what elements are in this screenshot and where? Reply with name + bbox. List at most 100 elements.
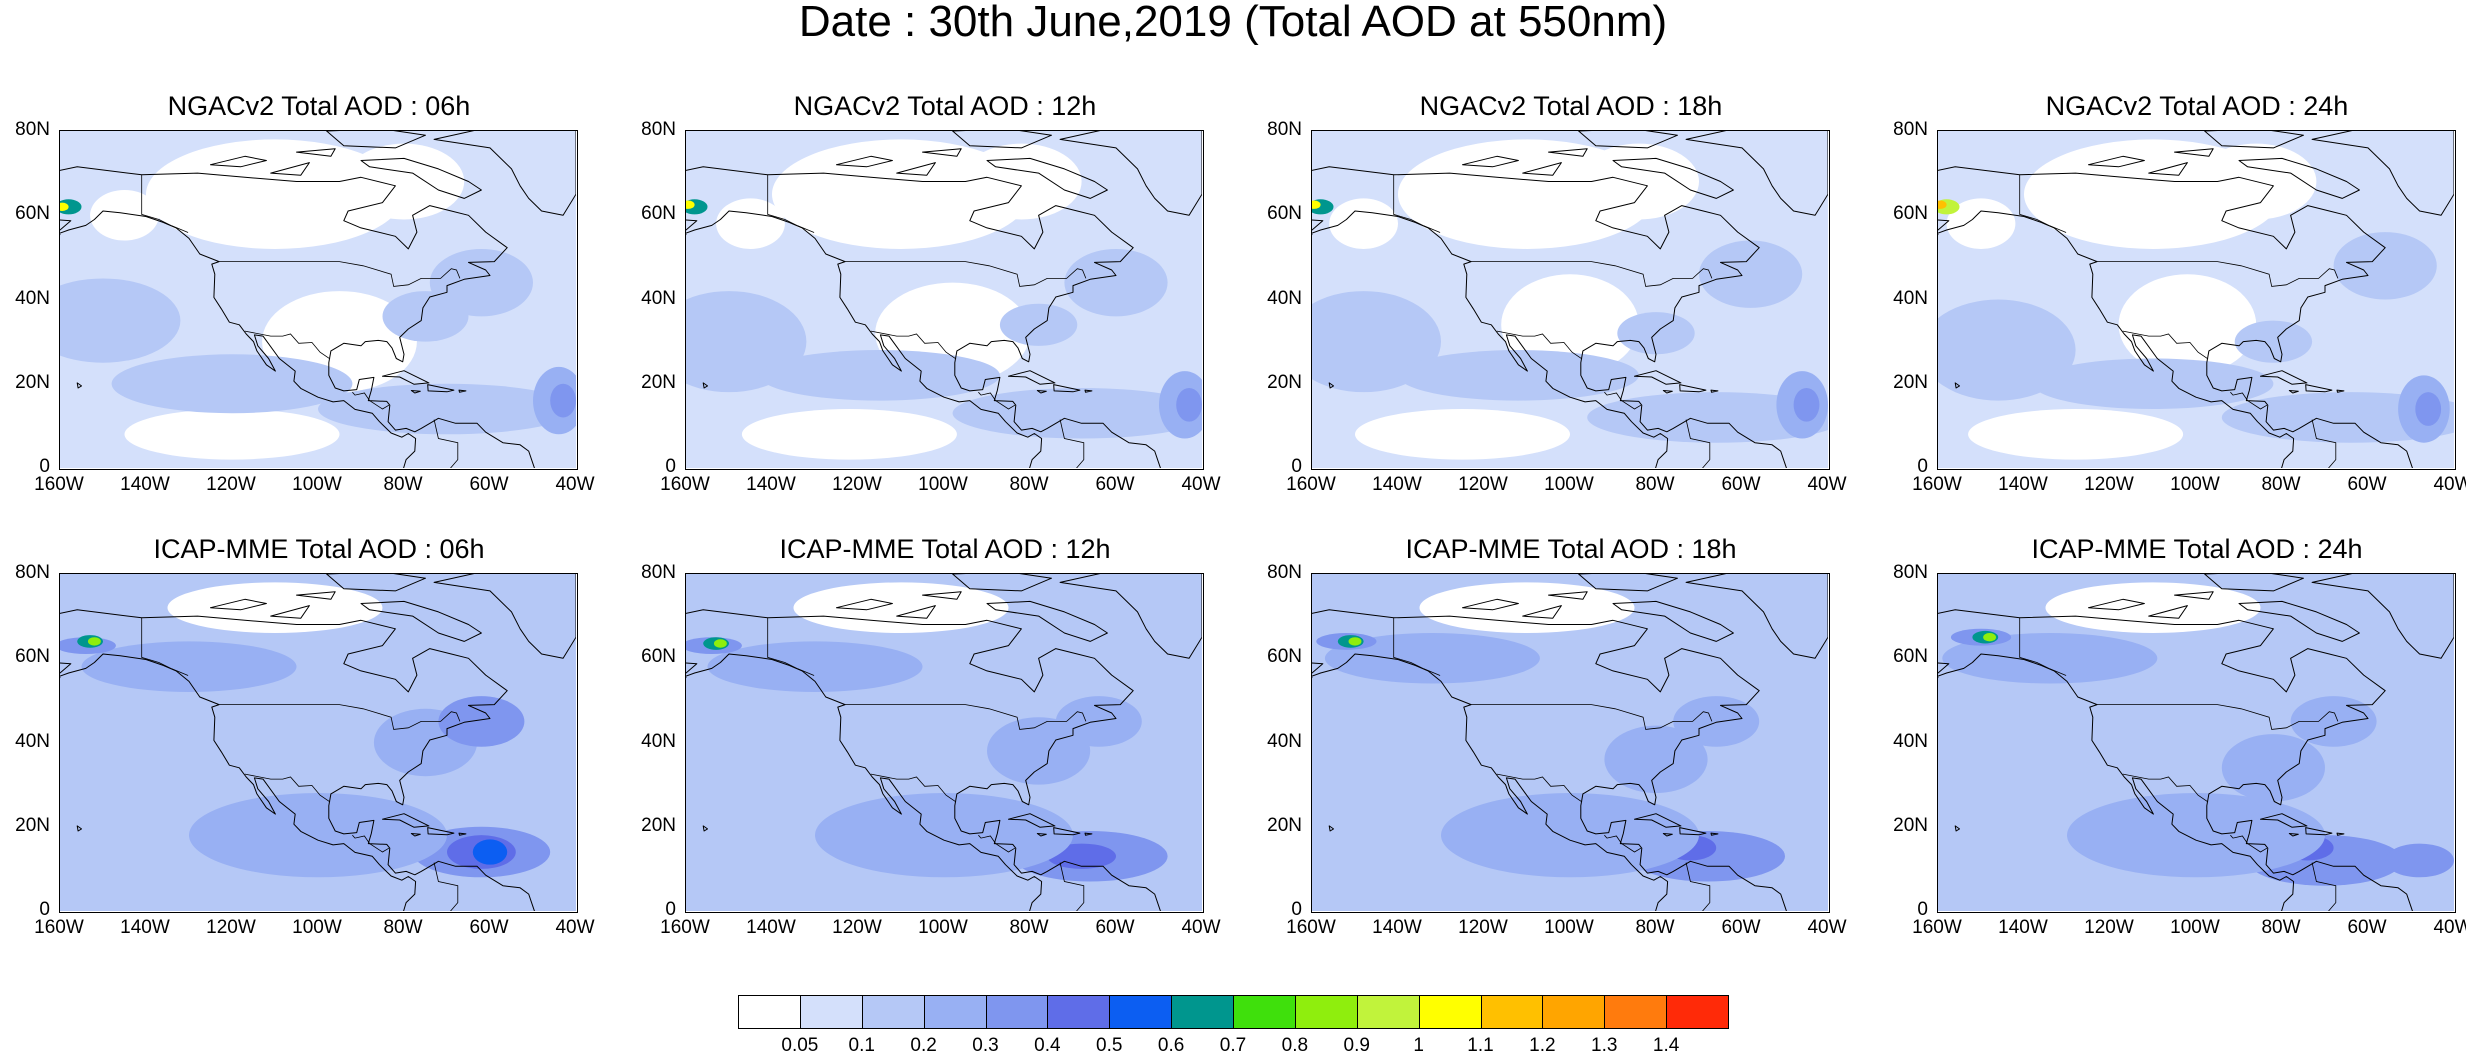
aod-map-svg	[1938, 131, 2454, 468]
country-border	[1471, 261, 1713, 287]
map-panel-icap-24h: ICAP-MME Total AOD : 24h 80N 60N 40N 20N 0 16…	[1878, 533, 2466, 973]
aod-plume	[815, 793, 1073, 878]
coastline-island	[1328, 382, 1334, 389]
colorbar-label: 0.3	[972, 1035, 999, 1056]
lon-tick-label: 40W	[1807, 917, 1847, 938]
coastline-arctic-island	[1578, 574, 1678, 592]
coastline-arctic-island	[1522, 162, 1562, 176]
coastline-arctic-island	[1578, 131, 1678, 149]
coastline-island	[2288, 390, 2299, 394]
colorbar-label: 0.7	[1219, 1035, 1247, 1056]
aod-plume	[1699, 240, 1803, 308]
aod-low-region	[1355, 409, 1570, 460]
coastline-arctic-island	[2088, 155, 2145, 168]
coastline-arctic-island	[1548, 591, 1588, 600]
aod-plume	[2385, 843, 2454, 878]
lon-tick-label: 160W	[1286, 917, 1336, 938]
coastline-island	[1679, 384, 1707, 393]
country-border	[1604, 834, 1642, 853]
country-border	[2019, 174, 2067, 233]
coastline-greenland	[1685, 574, 1828, 659]
map-panel-icap-06h: ICAP-MME Total AOD : 06h 80N 60N 40N 20N 0 16…	[0, 533, 620, 973]
colorbar-label: 0.2	[910, 1035, 937, 1056]
aod-plume	[87, 637, 101, 646]
lon-tick-label: 80W	[1635, 917, 1675, 938]
lat-tick-label: 60N	[641, 203, 676, 225]
aod-map-svg	[1312, 574, 1828, 911]
lat-tick-label: 80N	[15, 562, 50, 583]
country-border	[219, 261, 461, 287]
lon-tick-label: 60W	[1721, 917, 1761, 938]
lat-tick-label: 0	[665, 456, 676, 477]
coastline-island	[1662, 833, 1673, 837]
coastline-greenland	[1059, 131, 1202, 216]
colorbar-swatch	[923, 995, 987, 1029]
aod-low-region	[772, 139, 1030, 249]
country-border	[433, 419, 459, 468]
panel-title: NGACv2 Total AOD : 24h	[2045, 91, 2349, 121]
country-border	[244, 330, 331, 360]
lon-tick-label: 80W	[1009, 917, 1049, 938]
aod-plume	[1938, 200, 1947, 209]
lon-tick-label: 100W	[2170, 474, 2220, 495]
aod-plume	[713, 639, 727, 648]
aod-low-region	[90, 189, 159, 241]
figure-title: Date : 30th June,2019 (Total AOD at 550n…	[798, 0, 1668, 46]
country-border	[433, 862, 459, 911]
coastline-arctic-island	[360, 157, 482, 199]
lon-tick-label: 160W	[34, 917, 84, 938]
lon-tick-label: 120W	[1458, 474, 1508, 495]
aod-plume	[2333, 232, 2437, 300]
coastline-arctic-island	[1462, 598, 1519, 611]
country-border	[1393, 174, 1441, 233]
country-border	[2019, 617, 2067, 676]
colorbar-label: 0.6	[1157, 1035, 1185, 1056]
lon-tick-label: 100W	[292, 917, 342, 938]
colorbar-label: 0.05	[781, 1035, 819, 1056]
lon-tick-label: 120W	[206, 917, 256, 938]
country-border	[2097, 261, 2339, 287]
coastline-north-america	[1312, 166, 1787, 468]
lat-tick-label: 40N	[1893, 287, 1928, 309]
panel-title: NGACv2 Total AOD : 18h	[1419, 91, 1723, 121]
country-border	[2311, 419, 2337, 468]
lon-tick-label: 140W	[746, 474, 796, 495]
map-panel-icap-12h: ICAP-MME Total AOD : 12h 80N 60N 40N 20N 0 16…	[626, 533, 1246, 973]
map-panel-ngac-06h: NGACv2 Total AOD : 06h 80N 60N 40N 20N 0 160W…	[0, 90, 620, 530]
coastline-north-america	[1938, 166, 2413, 468]
aod-map-svg	[1312, 131, 1828, 468]
country-border	[978, 834, 1016, 853]
lat-tick-label: 40N	[1267, 730, 1302, 752]
aod-plume	[550, 383, 576, 418]
aod-low-region	[146, 139, 404, 249]
coastline-arctic-island	[836, 598, 893, 611]
aod-plume	[1441, 793, 1699, 878]
lon-tick-label: 40W	[2433, 917, 2466, 938]
lon-tick-label: 140W	[746, 917, 796, 938]
coastline-island	[1954, 825, 1960, 832]
lat-tick-label: 80N	[1267, 562, 1302, 583]
aod-plume	[81, 641, 297, 692]
lat-tick-label: 80N	[1893, 562, 1928, 583]
coastline-island	[1053, 827, 1081, 836]
aod-low-region	[124, 409, 340, 460]
lon-tick-label: 60W	[2347, 474, 2387, 495]
lon-tick-label: 80W	[383, 917, 423, 938]
coastline-island	[1008, 813, 1056, 828]
country-border	[1685, 862, 1711, 911]
coastline-arctic-island	[922, 148, 962, 157]
coastline-island	[427, 384, 455, 393]
aod-low-region	[343, 143, 465, 220]
lon-tick-label: 100W	[1544, 917, 1594, 938]
country-border	[352, 834, 390, 853]
lat-tick-label: 60N	[1893, 646, 1928, 668]
panel-title: ICAP-MME Total AOD : 18h	[1405, 534, 1737, 564]
country-border	[2311, 862, 2337, 911]
coastline-greenland	[1059, 574, 1202, 659]
colorbar-label: 0.1	[848, 1035, 875, 1056]
lat-tick-label: 0	[39, 456, 50, 477]
aod-map-svg	[60, 574, 576, 911]
aod-low-region	[716, 198, 785, 249]
aod-low-region	[793, 582, 1009, 633]
country-border	[870, 330, 957, 360]
